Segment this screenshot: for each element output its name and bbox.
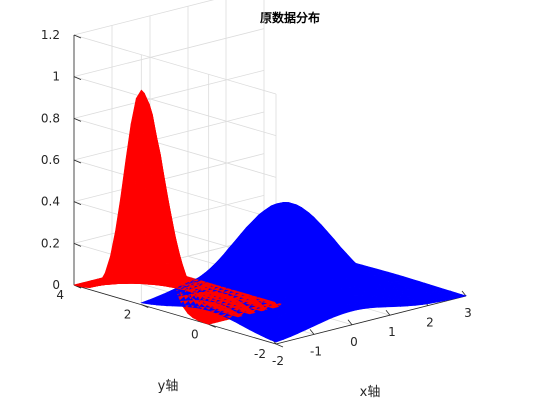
z-tick-mark bbox=[73, 242, 82, 247]
x-tick-mark bbox=[309, 329, 315, 335]
z-gridline bbox=[73, 153, 265, 203]
z-tick-label: 0.4 bbox=[41, 195, 60, 209]
z-tick-mark bbox=[73, 76, 82, 81]
x-axis-line bbox=[275, 295, 467, 345]
x-tick-label: 1 bbox=[388, 325, 396, 339]
z-tick-label: 0.8 bbox=[41, 111, 60, 125]
x-tick-mark bbox=[385, 309, 391, 316]
x-tick-label: 0 bbox=[350, 335, 358, 349]
chart-title: 原数据分布 bbox=[260, 10, 320, 25]
z-gridline bbox=[73, 159, 277, 220]
x-tick-label: 3 bbox=[464, 306, 472, 320]
z-gridline bbox=[73, 117, 277, 178]
z-gridline bbox=[73, 111, 265, 161]
z-tick-mark bbox=[73, 117, 82, 122]
y-tick-mark bbox=[141, 304, 149, 309]
y-tick-label: 4 bbox=[56, 288, 64, 302]
x-tick-mark bbox=[461, 290, 467, 297]
x-tick-label: -2 bbox=[272, 354, 284, 368]
z-tick-label: 0.2 bbox=[41, 236, 60, 250]
z-tick-label: 0 bbox=[52, 278, 60, 292]
x-tick-label: 2 bbox=[426, 316, 434, 330]
y-tick-mark bbox=[275, 343, 284, 348]
x-axis-label: x轴 bbox=[360, 385, 381, 400]
z-gridline bbox=[73, 69, 265, 119]
y-tick-label: -2 bbox=[254, 347, 266, 361]
z-tick-mark bbox=[73, 159, 82, 164]
z-gridline bbox=[73, 76, 277, 137]
z-gridline bbox=[73, 28, 265, 78]
y-axis-line bbox=[73, 284, 277, 345]
z-tick-mark bbox=[73, 201, 82, 206]
y-tick-mark bbox=[208, 323, 216, 328]
x-tick-label: -1 bbox=[310, 344, 322, 358]
y-axis-label: y轴 bbox=[158, 379, 179, 394]
z-gridline bbox=[73, 0, 215, 36]
z-tick-mark bbox=[73, 34, 82, 39]
y-tick-label: 0 bbox=[191, 327, 199, 341]
x-tick-mark bbox=[347, 319, 353, 326]
z-tick-label: 1.2 bbox=[41, 28, 60, 42]
z-gridline bbox=[73, 34, 277, 95]
y-tick-label: 2 bbox=[124, 308, 132, 322]
surface-layer bbox=[73, 89, 468, 343]
z-tick-label: 1 bbox=[52, 70, 60, 84]
z-tick-label: 0.6 bbox=[41, 153, 60, 167]
surface-patch-series-1 bbox=[452, 293, 468, 298]
